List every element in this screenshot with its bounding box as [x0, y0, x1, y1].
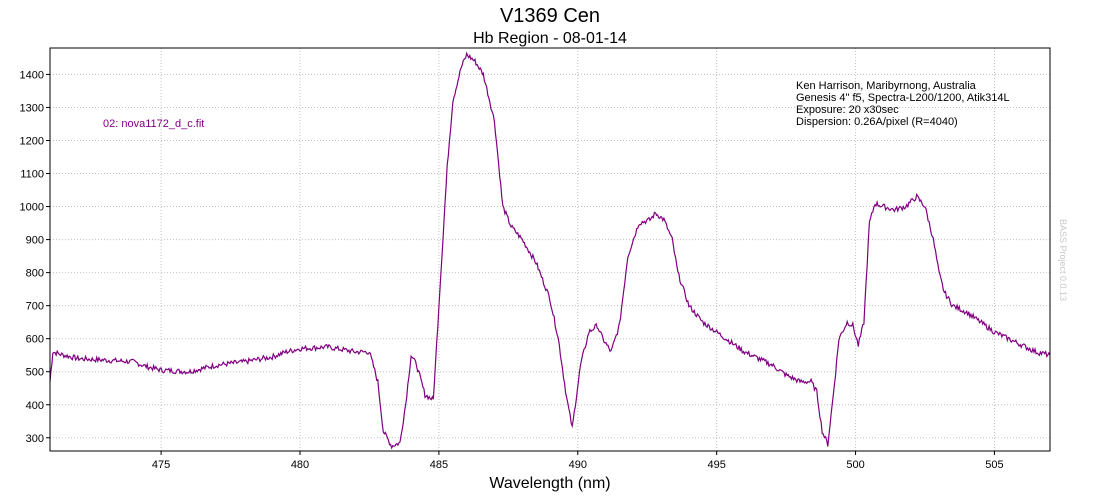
chart-subtitle: Hb Region - 08-01-14: [473, 30, 627, 47]
x-tick-label: 475: [152, 459, 170, 471]
exposure-info: Exposure: 20 x30sec: [796, 104, 899, 116]
y-tick-label: 1400: [20, 69, 44, 81]
chart-title: V1369 Cen: [499, 5, 601, 27]
y-tick-label: 600: [26, 334, 44, 346]
spectrum-line: [49, 51, 1051, 450]
y-tick-label: 1300: [20, 102, 44, 114]
series-file-label: 02: nova1172_d_c.fit: [103, 118, 205, 130]
y-tick-label: 500: [26, 367, 44, 379]
x-tick-label: 480: [291, 459, 309, 471]
y-tick-label: 1200: [20, 135, 44, 147]
x-tick-label: 500: [846, 459, 864, 471]
observer-info: Ken Harrison, Maribyrnong, Australia Gen…: [796, 80, 1010, 128]
observer-name: Ken Harrison, Maribyrnong, Australia: [796, 80, 976, 92]
x-axis-label: Wavelength (nm): [489, 475, 611, 492]
x-tick-label: 490: [569, 459, 587, 471]
series-layer: [49, 51, 1051, 450]
y-tick-label: 700: [26, 301, 44, 313]
y-tick-label: 300: [26, 433, 44, 445]
y-tick-label: 400: [26, 400, 44, 412]
dispersion-info: Dispersion: 0.26A/pixel (R=4040): [796, 116, 958, 128]
software-watermark: BASS Project 0.0.13: [1058, 200, 1068, 320]
axes: 475 480 485 490 495 500 505 300 400 500 600 700 800 9…: [20, 69, 1004, 471]
y-tick-label: 900: [26, 235, 44, 247]
grid: [50, 48, 1050, 451]
x-tick-label: 485: [430, 459, 448, 471]
x-tick-label: 495: [707, 459, 725, 471]
plot-frame: [49, 47, 1051, 452]
x-tick-label: 505: [985, 459, 1003, 471]
y-tick-label: 1100: [20, 169, 44, 181]
equipment-info: Genesis 4" f5, Spectra-L200/1200, Atik31…: [796, 92, 1010, 104]
y-tick-label: 800: [26, 268, 44, 280]
y-tick-label: 1000: [20, 202, 44, 214]
watermark-text: BASS Project 0.0.13: [1058, 218, 1068, 302]
